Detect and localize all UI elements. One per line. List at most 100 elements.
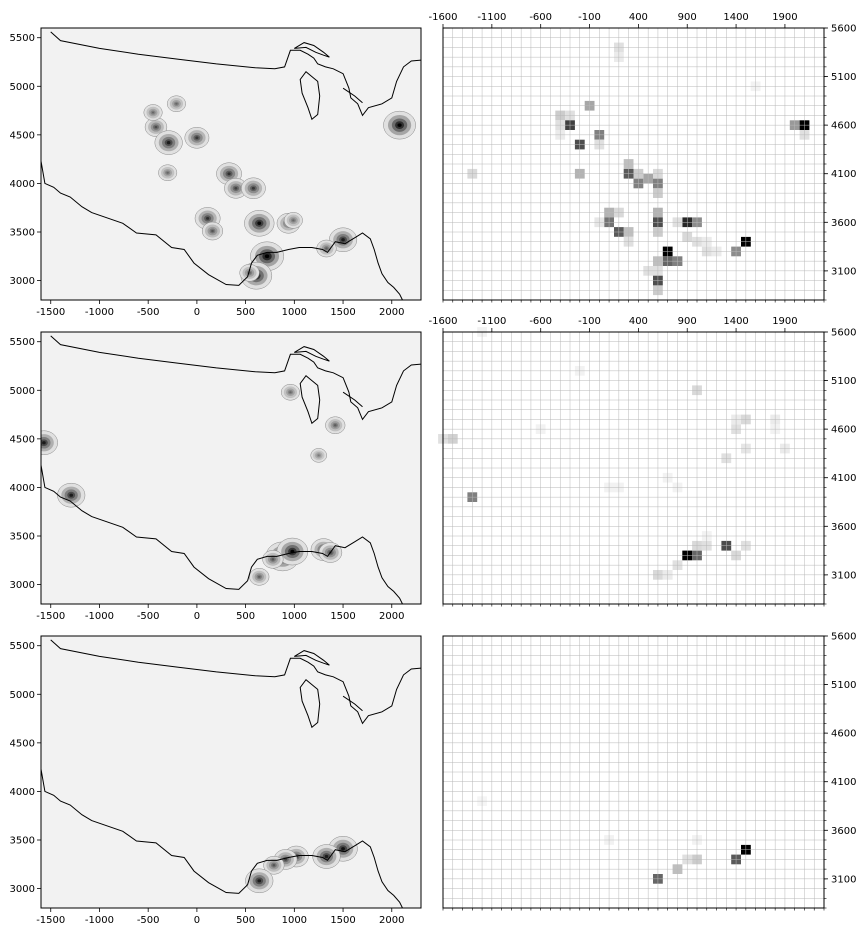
x-tick-label: 1000 [282, 307, 307, 318]
x-tick-label: -600 [529, 316, 552, 327]
y-tick-label: 3000 [10, 276, 35, 287]
great-lakes [294, 346, 330, 362]
y-tick-label: 5100 [831, 680, 856, 691]
density-map-panel: -1500 -1000 -500 0 500 1000 1500 2000 3000 3500 40… [10, 331, 422, 622]
y-tick-label: 5000 [10, 82, 35, 93]
y-tick-label: 5600 [831, 24, 856, 35]
y-tick-label: 4600 [831, 121, 856, 132]
great-lakes [299, 374, 321, 425]
x-tick-label: 1500 [330, 611, 355, 622]
y-tick-label: 3000 [10, 580, 35, 591]
density-hotspot [328, 835, 358, 862]
great-lakes [342, 87, 363, 104]
map-frame [40, 27, 422, 301]
map-frame [40, 331, 422, 605]
x-tick-label: 2000 [379, 307, 404, 318]
y-tick-label: 4100 [831, 777, 856, 788]
density-map-panel: -1500 -1000 -500 0 500 1000 1500 2000 3000 3500 40… [10, 27, 422, 318]
x-tick-label: -500 [137, 915, 160, 926]
density-hotspot [312, 844, 341, 869]
density-hotspot [262, 550, 284, 569]
x-tick-label: -1000 [85, 915, 114, 926]
x-tick-label: 1900 [772, 12, 797, 23]
great-lakes [299, 70, 321, 121]
y-tick-label: 4000 [10, 787, 35, 798]
density-hotspot [57, 482, 86, 508]
great-lakes [299, 678, 321, 729]
density-hotspot [184, 127, 210, 149]
x-tick-label: -100 [578, 316, 601, 327]
density-hotspot [144, 117, 168, 137]
y-tick-label: 4500 [10, 130, 35, 141]
y-tick-label: 4000 [10, 179, 35, 190]
x-tick-label: 0 [194, 307, 200, 318]
density-hotspot [201, 221, 224, 241]
x-tick-label: -1500 [36, 307, 65, 318]
density-hotspot [283, 212, 303, 229]
y-tick-label: 3500 [10, 836, 35, 847]
density-hotspot [249, 568, 270, 586]
y-tick-label: 4100 [831, 473, 856, 484]
x-tick-label: -1500 [36, 611, 65, 622]
x-tick-label: 1400 [723, 12, 748, 23]
map-frame [40, 635, 422, 909]
y-tick-label: 3600 [831, 522, 856, 533]
density-hotspot [241, 177, 266, 200]
x-tick-label: -100 [578, 12, 601, 23]
y-tick-label: 5600 [831, 328, 856, 339]
x-tick-label: -1000 [85, 307, 114, 318]
coastline [41, 161, 403, 300]
x-tick-label: 1500 [330, 307, 355, 318]
y-tick-label: 3100 [831, 874, 856, 885]
x-tick-label: 500 [236, 915, 255, 926]
x-tick-label: -1000 [85, 611, 114, 622]
northern-border [50, 639, 421, 725]
x-tick-label: 1500 [330, 915, 355, 926]
y-tick-label: 3600 [831, 826, 856, 837]
y-tick-label: 4500 [10, 738, 35, 749]
x-tick-label: 0 [194, 611, 200, 622]
great-lakes [294, 650, 330, 666]
y-tick-label: 3500 [10, 228, 35, 239]
density-hotspot [166, 95, 186, 113]
x-tick-label: -1600 [428, 316, 457, 327]
x-tick-label: 2000 [379, 611, 404, 622]
density-hotspot [383, 110, 416, 140]
density-hotspot [41, 430, 58, 455]
x-tick-label: 1400 [723, 316, 748, 327]
x-tick-label: -1500 [36, 915, 65, 926]
y-tick-label: 4600 [831, 425, 856, 436]
x-tick-label: 900 [678, 316, 697, 327]
coastline [41, 769, 403, 908]
x-tick-label: -500 [137, 307, 160, 318]
y-tick-label: 3500 [10, 532, 35, 543]
density-hotspot [325, 416, 346, 435]
density-map-panel: -1500 -1000 -500 0 500 1000 1500 2000 3000 3500 40… [10, 635, 422, 926]
y-tick-label: 5500 [10, 641, 35, 652]
density-hotspot [245, 868, 274, 894]
y-tick-label: 3000 [10, 884, 35, 895]
y-tick-label: 5000 [10, 386, 35, 397]
northern-border [50, 335, 421, 421]
map-background [41, 332, 421, 604]
x-tick-label: 1000 [282, 611, 307, 622]
grid-lines [442, 27, 825, 301]
y-tick-label: 4600 [831, 729, 856, 740]
y-tick-label: 5500 [10, 337, 35, 348]
coastline [41, 465, 403, 604]
density-hotspot [154, 130, 183, 155]
y-tick-label: 5100 [831, 72, 856, 83]
grid-heatmap-panel: -1600 -1100 -600 -100 400 900 1400 1900 3100 3600… [428, 316, 856, 607]
x-tick-label: 900 [678, 12, 697, 23]
x-tick-label: -600 [529, 12, 552, 23]
y-tick-label: 4500 [10, 434, 35, 445]
density-hotspot [158, 164, 178, 181]
density-hotspot [280, 383, 300, 401]
x-tick-label: 500 [236, 307, 255, 318]
x-tick-label: -1100 [477, 12, 506, 23]
x-tick-label: 500 [236, 611, 255, 622]
y-tick-label: 5600 [831, 632, 856, 643]
density-hotspot [239, 264, 260, 282]
x-tick-label: -1600 [428, 12, 457, 23]
